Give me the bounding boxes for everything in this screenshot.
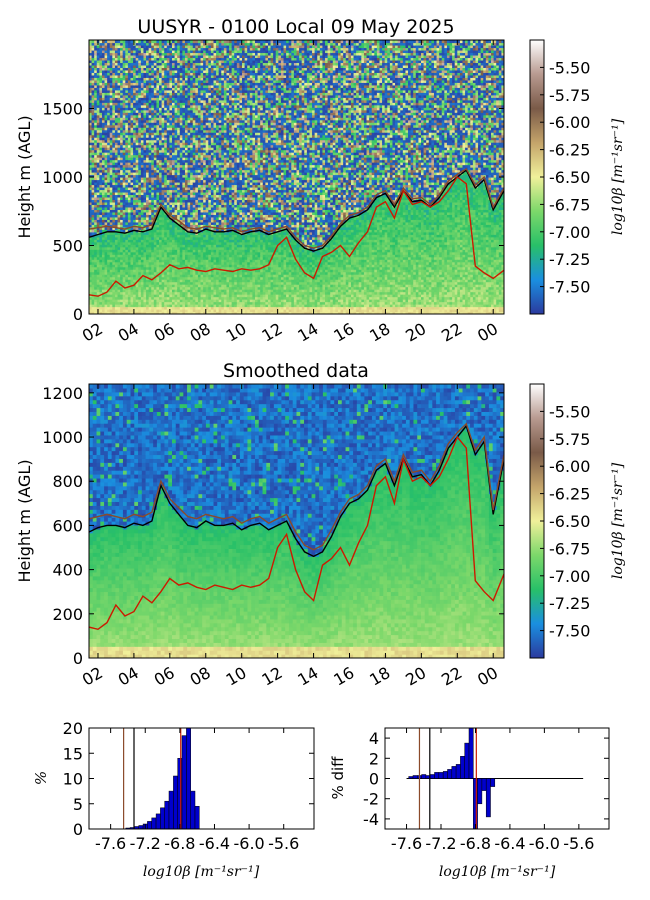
panel1-heatmap	[89, 40, 505, 315]
panel1-title: UUSYR - 0100 Local 09 May 2025	[137, 16, 454, 38]
raw-backscatter-panel: UUSYR - 0100 Local 09 May 2025 050010001…	[15, 16, 626, 346]
